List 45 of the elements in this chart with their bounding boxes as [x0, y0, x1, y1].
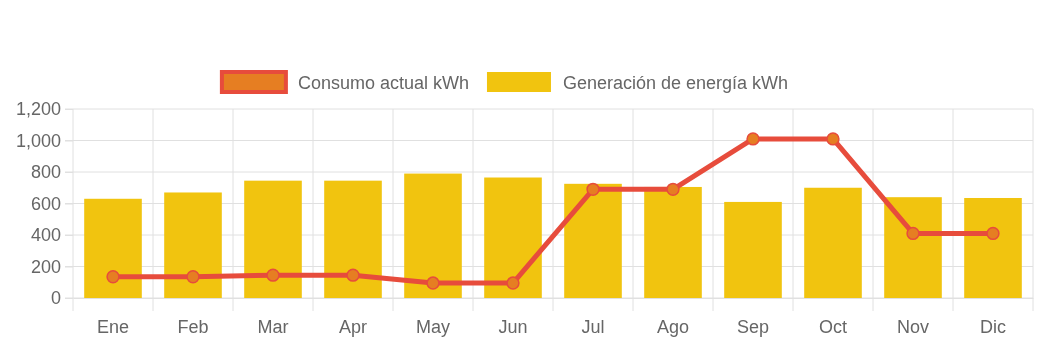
x-tick-label: Oct: [818, 316, 848, 337]
y-tick-label: 600: [30, 193, 61, 214]
x-tick-label: Ago: [656, 316, 690, 337]
point: [666, 182, 680, 196]
point: [106, 270, 120, 284]
y-tick-label: 200: [30, 256, 61, 277]
legend-label: Consumo actual kWh: [297, 73, 469, 93]
y-tick-label: 1,200: [15, 99, 61, 120]
bar: [804, 187, 862, 298]
x-tick-label: Mar: [257, 316, 289, 337]
point: [826, 132, 840, 146]
bar: [964, 197, 1022, 298]
y-tick-label: 400: [30, 225, 61, 246]
x-tick-label: Sep: [736, 316, 770, 337]
y-tick-label: 0: [50, 288, 61, 309]
x-tick-label: Apr: [338, 316, 368, 337]
y-tick-label: 800: [30, 162, 61, 183]
bar: [84, 198, 142, 298]
y-tick-label: 1,000: [15, 130, 61, 151]
bar: [404, 173, 462, 298]
legend-label: Generación de energía kWh: [562, 73, 789, 93]
bar: [244, 180, 302, 298]
x-tick-label: May: [415, 316, 451, 337]
bar: [564, 183, 622, 298]
point: [906, 226, 920, 241]
bar: [324, 180, 382, 298]
x-tick-label: Ene: [96, 316, 130, 337]
bar: [884, 197, 942, 298]
point: [506, 276, 520, 290]
x-tick-label: Jun: [498, 316, 528, 337]
x-tick-label: Nov: [896, 316, 930, 337]
bar: [724, 201, 782, 298]
point: [426, 276, 440, 290]
x-tick-label: Jul: [581, 316, 605, 337]
bar: [484, 177, 542, 298]
bar: [644, 186, 702, 298]
bar: [164, 192, 222, 298]
x-tick-label: Feb: [177, 316, 209, 337]
point: [346, 268, 360, 282]
point: [586, 182, 600, 196]
point: [746, 132, 760, 146]
point: [186, 270, 200, 284]
point: [266, 268, 280, 282]
point: [986, 226, 1000, 241]
x-tick-label: Dic: [980, 316, 1006, 337]
